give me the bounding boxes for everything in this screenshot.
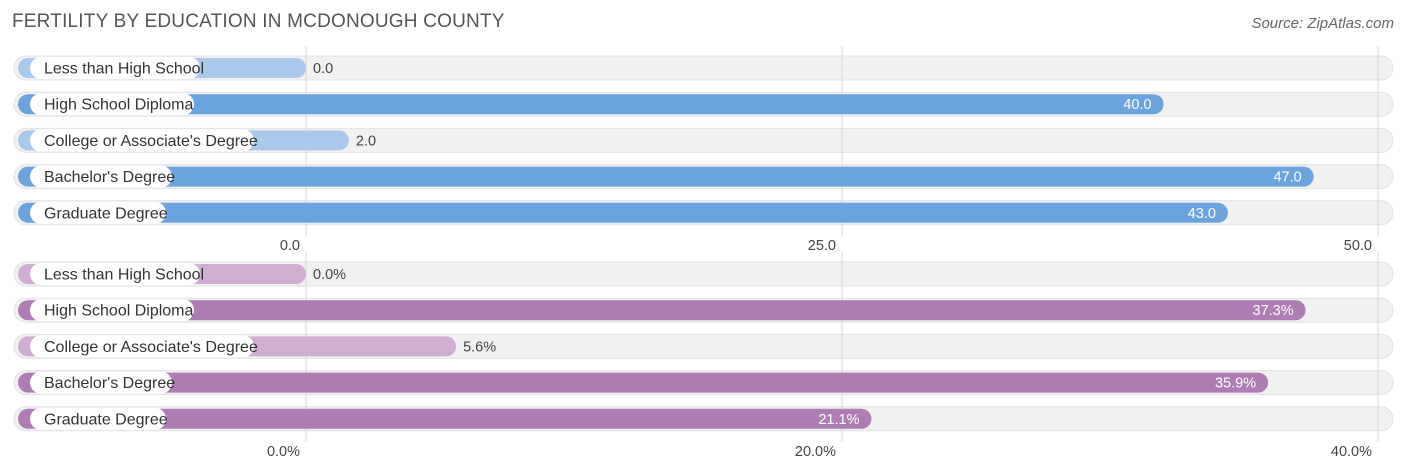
- value-label: 5.6%: [463, 339, 496, 355]
- category-label: Bachelor's Degree: [44, 169, 175, 186]
- value-label: 0.0%: [313, 267, 346, 283]
- category-label: Bachelor's Degree: [44, 375, 175, 392]
- value-label: 40.0: [1123, 97, 1151, 113]
- value-label: 21.1%: [818, 412, 859, 428]
- bar: [18, 300, 1306, 321]
- category-label: High School Diploma: [44, 97, 194, 114]
- category-label: Graduate Degree: [44, 411, 168, 428]
- bar: [18, 94, 1164, 115]
- category-label-pill: [30, 371, 172, 394]
- tick-label: 25.0: [808, 238, 836, 254]
- category-label-pill: [30, 263, 200, 285]
- category-label: High School Diploma: [44, 303, 194, 320]
- tick-label: 0.0: [280, 238, 300, 254]
- chart-panel-1: Less than High School 0.0 High School Dipl…: [13, 46, 1394, 254]
- category-label-pill: [30, 299, 194, 322]
- chart-panel-2: Less than High School 0.0% High School Dip…: [13, 252, 1394, 460]
- category-label: College or Associate's Degree: [44, 133, 258, 150]
- value-label: 0.0: [313, 61, 333, 77]
- value-label: 2.0: [356, 133, 376, 149]
- value-label: 47.0: [1273, 170, 1301, 186]
- category-label: Graduate Degree: [44, 205, 168, 222]
- bar: [18, 372, 1269, 393]
- category-label-pill: [30, 165, 172, 188]
- bar-track: [13, 261, 1394, 287]
- bar-track: [13, 55, 1394, 81]
- category-label-pill: [30, 57, 200, 79]
- category-label: College or Associate's Degree: [44, 339, 258, 356]
- value-label: 35.9%: [1215, 376, 1256, 392]
- tick-label: 40.0%: [1331, 444, 1372, 460]
- category-label: Less than High School: [44, 61, 204, 78]
- value-label: 43.0: [1188, 206, 1216, 222]
- tick-label: 20.0%: [795, 444, 836, 460]
- category-label-pill: [30, 407, 166, 430]
- category-label: Less than High School: [44, 267, 204, 284]
- value-label: 37.3%: [1253, 303, 1294, 319]
- bar: [18, 408, 872, 429]
- tick-label: 0.0%: [267, 444, 300, 460]
- category-label-pill: [30, 335, 254, 358]
- category-label-pill: [30, 129, 254, 152]
- bar: [18, 166, 1314, 187]
- source-note: Source: ZipAtlas.com: [1251, 15, 1394, 32]
- bar-track: [13, 127, 1394, 153]
- bar: [18, 202, 1228, 223]
- category-label-pill: [30, 93, 194, 116]
- tick-label: 50.0: [1344, 238, 1372, 254]
- chart-title: FERTILITY BY EDUCATION IN MCDONOUGH COUN…: [12, 11, 505, 32]
- category-label-pill: [30, 201, 166, 224]
